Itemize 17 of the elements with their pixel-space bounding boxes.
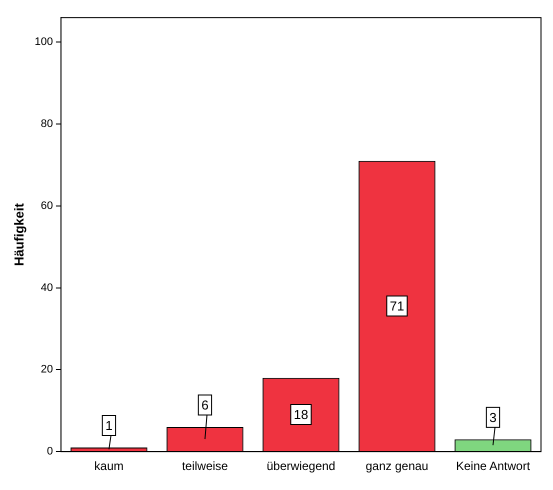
y-tick-label: 20 bbox=[40, 364, 53, 376]
y-tick-label: 0 bbox=[46, 446, 53, 458]
x-tick-label: teilweise bbox=[182, 459, 228, 474]
data-label: 18 bbox=[294, 407, 308, 422]
y-tick-label: 40 bbox=[40, 282, 53, 294]
data-label: 1 bbox=[105, 418, 113, 434]
data-label: 3 bbox=[489, 410, 497, 425]
y-tick-label: 60 bbox=[40, 200, 53, 212]
y-tick-label: 100 bbox=[34, 36, 53, 48]
y-tick-label: 80 bbox=[40, 118, 53, 130]
x-tick-label: überwiegend bbox=[266, 459, 336, 474]
x-tick-label: Keine Antwort bbox=[456, 459, 531, 474]
data-label: 71 bbox=[390, 298, 404, 314]
data-label: 6 bbox=[201, 398, 209, 413]
x-tick-label: kaum bbox=[94, 459, 124, 474]
x-tick-label: ganz genau bbox=[366, 459, 428, 474]
y-axis-title: Häufigkeit bbox=[11, 202, 26, 266]
